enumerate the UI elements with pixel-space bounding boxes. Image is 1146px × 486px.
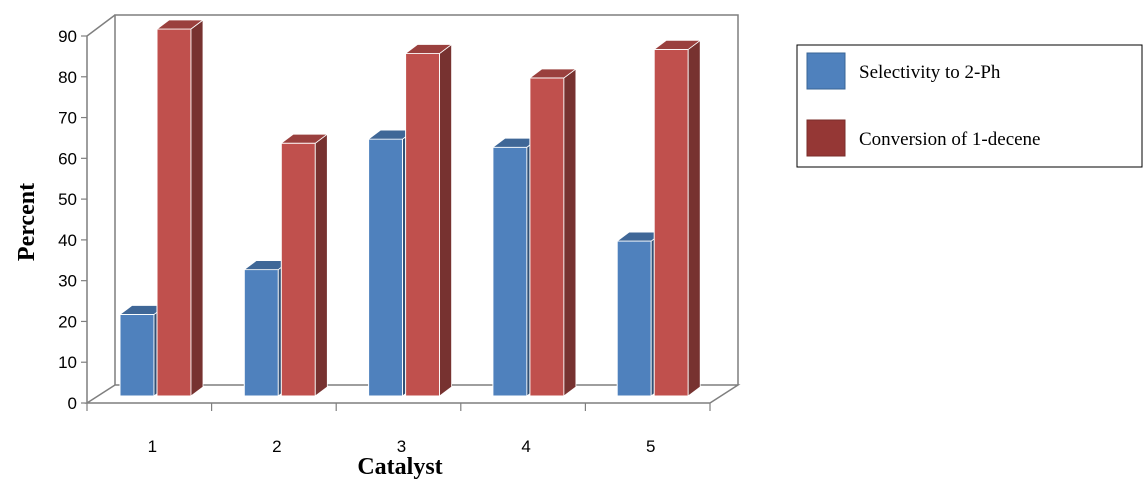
bar	[528, 68, 578, 397]
y-tick-label: 10	[58, 353, 77, 372]
bar-front	[405, 52, 441, 397]
legend-box	[796, 44, 1143, 168]
legend-swatch-selectivity	[806, 52, 846, 90]
legend-item-selectivity: Selectivity to 2-Ph	[806, 52, 1001, 90]
back-wall	[114, 14, 739, 385]
x-tick-label: 2	[272, 437, 281, 456]
x-tick-label: 4	[521, 437, 530, 456]
bar-front	[156, 28, 192, 397]
bar-top	[155, 19, 205, 30]
bar-front	[529, 77, 565, 397]
bar-side	[687, 39, 701, 397]
legend-item-conversion: Conversion of 1-decene	[806, 119, 1041, 157]
bars	[118, 19, 702, 397]
y-tick-label: 20	[58, 312, 77, 331]
bar	[653, 39, 702, 397]
y-axis-ticks: 0 10 20 30 40 50 60 70 80 90	[58, 27, 87, 413]
y-tick-label: 50	[58, 190, 77, 209]
bar-front	[280, 142, 316, 397]
bar	[404, 43, 453, 397]
y-tick-label: 0	[68, 394, 77, 413]
bar-front	[243, 269, 279, 397]
bar-top	[404, 44, 453, 54]
x-axis-ticks: 1 2 3 4 5	[86, 403, 711, 456]
y-tick-label: 80	[58, 68, 77, 87]
legend: Selectivity to 2-Ph Conversion of 1-dece…	[796, 44, 1143, 168]
legend-label-selectivity: Selectivity to 2-Ph	[859, 62, 1001, 83]
bar-top	[653, 39, 702, 50]
bar	[280, 133, 329, 397]
x-tick-label: 1	[148, 437, 157, 456]
bar-side	[439, 43, 452, 397]
y-tick-label: 70	[58, 109, 77, 128]
bar-front	[653, 48, 689, 397]
bar-top	[280, 133, 329, 144]
y-axis-title: Percent	[14, 183, 40, 261]
bar-side	[190, 19, 204, 397]
legend-label-conversion: Conversion of 1-decene	[859, 129, 1041, 150]
y-tick-label: 90	[58, 27, 77, 46]
y-tick-label: 30	[58, 272, 77, 291]
bar-front	[119, 313, 155, 397]
legend-swatch-conversion	[806, 119, 846, 157]
bar	[155, 19, 205, 397]
bar-front	[492, 146, 528, 397]
x-tick-label: 3	[397, 437, 406, 456]
bar-front	[368, 138, 404, 397]
y-tick-label: 60	[58, 149, 77, 168]
bar-side	[314, 133, 328, 397]
x-tick-label: 5	[646, 437, 655, 456]
bar-side	[563, 68, 577, 397]
x-axis-title: Catalyst	[357, 454, 442, 480]
y-tick-label: 40	[58, 231, 77, 250]
bar-front	[616, 240, 652, 397]
side-wall	[86, 14, 116, 403]
bar-top	[528, 68, 578, 79]
